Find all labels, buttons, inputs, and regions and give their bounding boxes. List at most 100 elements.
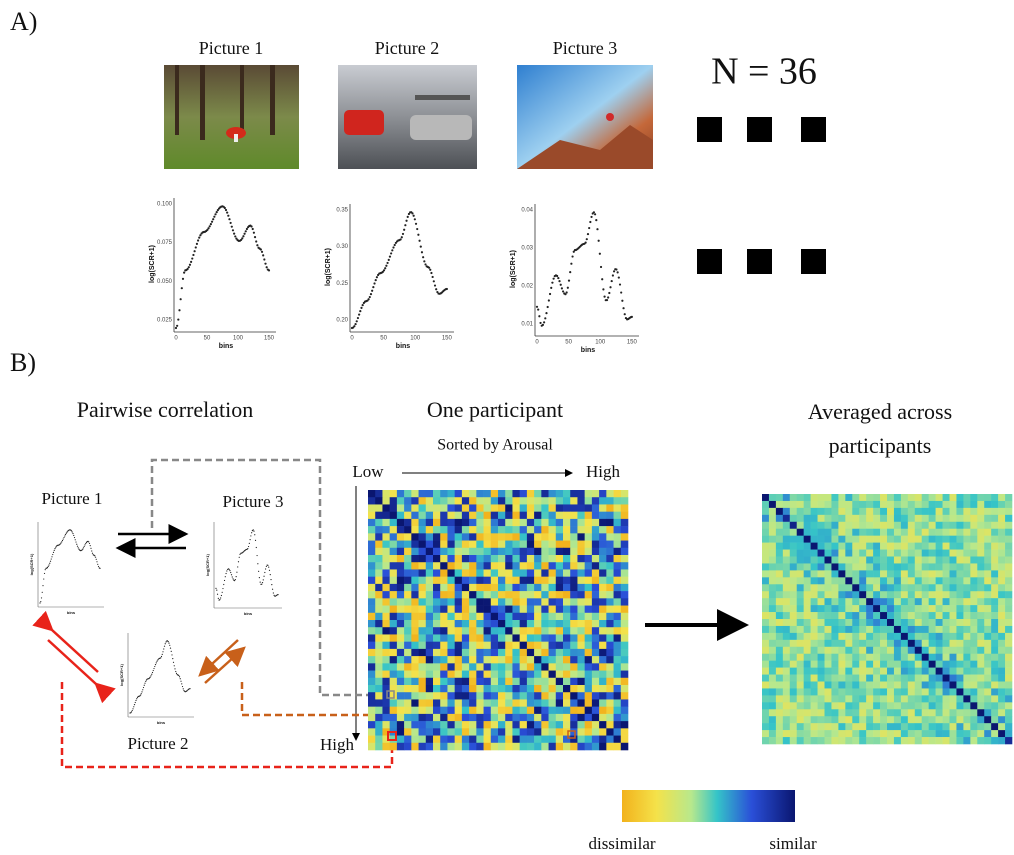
heatmap-cell: [440, 743, 448, 751]
y-tick-label: 0.35: [336, 208, 348, 214]
heatmap-cell: [390, 519, 398, 527]
curve-point: [45, 569, 46, 570]
curve-point: [253, 529, 254, 530]
heatmap-cell: [859, 543, 866, 550]
heatmap-cell: [455, 497, 463, 505]
heatmap-cell: [887, 605, 894, 612]
heatmap-cell: [469, 707, 477, 715]
heatmap-cell: [908, 584, 915, 591]
curve-point: [220, 597, 221, 598]
heatmap-cell: [901, 695, 908, 702]
heatmap-cell: [984, 737, 991, 744]
heatmap-cell: [570, 634, 578, 642]
heatmap-cell: [908, 522, 915, 529]
heatmap-cell: [811, 709, 818, 716]
heatmap-cell: [943, 550, 950, 557]
heatmap-cell: [614, 627, 622, 635]
curve-point: [595, 219, 597, 221]
heatmap-cell: [426, 721, 434, 729]
heatmap-cell: [621, 533, 629, 541]
curve-point: [74, 537, 75, 538]
heatmap-cell: [936, 647, 943, 654]
heatmap-cell: [556, 656, 564, 664]
heatmap-cell: [512, 707, 520, 715]
heatmap-cell: [469, 685, 477, 693]
curve-point: [47, 567, 48, 568]
heatmap-cell: [433, 656, 441, 664]
heatmap-cell: [811, 661, 818, 668]
heatmap-cell: [852, 536, 859, 543]
heatmap-cell: [831, 709, 838, 716]
heatmap-cell: [1005, 668, 1012, 675]
heatmap-cell: [621, 548, 629, 556]
heatmap-cell: [447, 504, 455, 512]
curve-point: [241, 237, 243, 239]
heatmap-cell: [599, 678, 607, 686]
heatmap-cell: [505, 678, 513, 686]
heatmap-cell: [922, 570, 929, 577]
heatmap-cell: [880, 522, 887, 529]
heatmap-cell: [859, 515, 866, 522]
heatmap-cell: [447, 555, 455, 563]
heatmap-cell: [825, 577, 832, 584]
heatmap-cell: [469, 692, 477, 700]
heatmap-cell: [577, 526, 585, 534]
heatmap-cell: [1005, 522, 1012, 529]
heatmap-cell: [929, 570, 936, 577]
curve-point: [216, 211, 218, 213]
heatmap-cell: [873, 508, 880, 515]
heatmap-cell: [762, 730, 769, 737]
heatmap-cell: [455, 577, 463, 585]
curve-point: [49, 563, 50, 564]
heatmap-cell: [599, 656, 607, 664]
heatmap-cell: [852, 688, 859, 695]
heatmap-cell: [887, 501, 894, 508]
heatmap-cell: [570, 569, 578, 577]
heatmap-cell: [397, 678, 405, 686]
heatmap-cell: [922, 654, 929, 661]
curve-point: [543, 321, 545, 323]
heatmap-cell: [404, 613, 412, 621]
heatmap-cell: [991, 695, 998, 702]
heatmap-cell: [368, 613, 376, 621]
heatmap-cell: [831, 661, 838, 668]
heatmap-cell: [845, 702, 852, 709]
heatmap-cell: [455, 541, 463, 549]
heatmap-cell: [577, 504, 585, 512]
heatmap-cell: [404, 497, 412, 505]
heatmap-cell: [1005, 501, 1012, 508]
heatmap-cell: [1005, 536, 1012, 543]
heatmap-cell: [831, 619, 838, 626]
heatmap-cell: [783, 570, 790, 577]
heatmap-cell: [825, 557, 832, 564]
heatmap-cell: [852, 584, 859, 591]
heatmap-cell: [845, 598, 852, 605]
heatmap-cell: [621, 504, 629, 512]
heatmap-cell: [419, 649, 427, 657]
heatmap-cell: [998, 515, 1005, 522]
curve-point: [96, 561, 97, 562]
heatmap-cell: [963, 591, 970, 598]
heatmap-cell: [873, 737, 880, 744]
heatmap-cell: [852, 605, 859, 612]
heatmap-cell: [411, 634, 419, 642]
heatmap-cell: [368, 663, 376, 671]
heatmap-cell: [440, 678, 448, 686]
heatmap-cell: [901, 626, 908, 633]
heatmap-cell: [621, 685, 629, 693]
x-axis-label: bins: [219, 343, 233, 350]
curve-point: [234, 235, 236, 237]
heatmap-cell: [614, 678, 622, 686]
heatmap-cell: [963, 647, 970, 654]
heatmap-cell: [549, 497, 557, 505]
heatmap-cell: [859, 654, 866, 661]
curve-point: [557, 277, 559, 279]
heatmap-cell: [375, 526, 383, 534]
heatmap-cell: [929, 612, 936, 619]
heatmap-cell: [825, 522, 832, 529]
heatmap-cell: [455, 526, 463, 534]
heatmap-cell: [411, 671, 419, 679]
heatmap-cell: [783, 640, 790, 647]
curve-point: [603, 296, 605, 298]
heatmap-cell: [397, 591, 405, 599]
